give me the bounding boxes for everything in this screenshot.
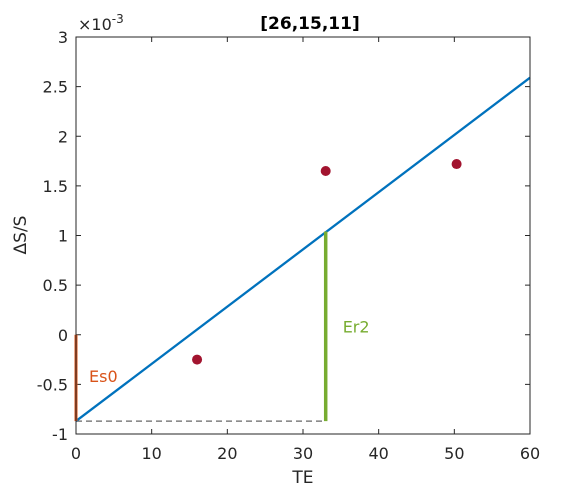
y-ticks: -1 -0.5 0 0.5 1 1.5 2 2.5 3: [37, 28, 530, 444]
y-axis-label: ΔS/S: [11, 216, 31, 255]
x-ticks: 0 10 20 30 40 50 60: [71, 37, 540, 463]
y-exponent-base: ×10: [78, 15, 112, 34]
y-axis-exponent: ×10-3: [78, 12, 124, 34]
y-tick-label: 0.5: [43, 276, 68, 295]
y-tick-label: -1: [52, 425, 68, 444]
y-tick-label: 2: [58, 127, 68, 146]
data-point: [192, 354, 203, 365]
er2-label: Er2: [343, 317, 370, 336]
x-axis-label: TE: [291, 468, 313, 488]
plot-frame: [75, 36, 531, 435]
fit-line: [75, 76, 531, 423]
y-tick-label: -0.5: [37, 375, 68, 394]
x-tick-label: 10: [141, 444, 161, 463]
y-exponent-power: -3: [112, 12, 124, 26]
es0-label: Es0: [89, 367, 118, 386]
x-tick-label: 30: [293, 444, 313, 463]
y-tick-label: 1.5: [43, 177, 68, 196]
series: Es0 Er2: [74, 76, 531, 423]
x-tick-label: 60: [520, 444, 540, 463]
x-tick-label: 40: [368, 444, 388, 463]
chart-title: [26,15,11]: [260, 14, 359, 34]
y-tick-label: 2.5: [43, 78, 68, 97]
plot-area: [76, 37, 530, 434]
data-point: [320, 165, 331, 176]
x-tick-label: 50: [444, 444, 464, 463]
x-tick-label: 20: [217, 444, 237, 463]
y-tick-label: 0: [58, 326, 68, 345]
y-tick-label: 3: [58, 28, 68, 47]
x-tick-label: 0: [71, 444, 81, 463]
y-tick-label: 1: [58, 227, 68, 246]
data-point: [451, 159, 462, 170]
